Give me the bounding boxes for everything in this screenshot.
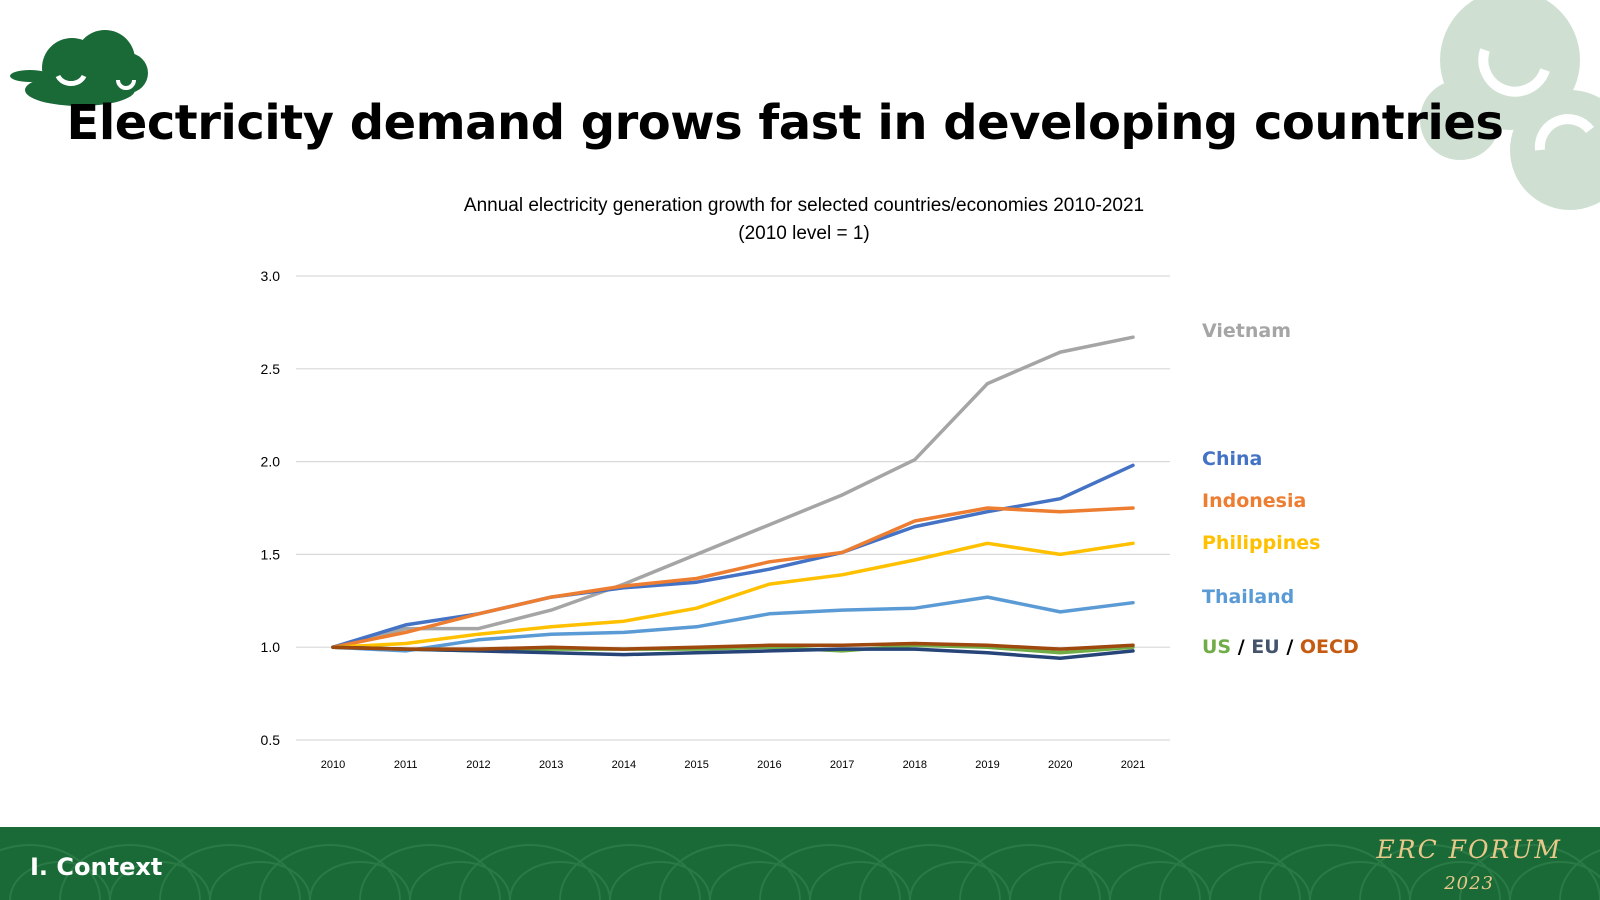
slide-title: Electricity demand grows fast in develop… bbox=[66, 95, 1504, 151]
wave-pattern-icon bbox=[0, 844, 1600, 900]
x-tick-label: 2017 bbox=[830, 759, 854, 771]
series-line-thailand bbox=[331, 595, 1135, 653]
series-line-vietnam bbox=[331, 335, 1135, 649]
x-tick-label: 2021 bbox=[1121, 759, 1145, 771]
legend-thailand: Thailand bbox=[1202, 586, 1295, 608]
chart-subtitle: (2010 level = 1) bbox=[738, 223, 870, 244]
legend-indonesia: Indonesia bbox=[1202, 490, 1307, 512]
forum-year: 2023 bbox=[1444, 873, 1494, 894]
series-line-philippines bbox=[331, 541, 1135, 649]
x-tick-label: 2019 bbox=[975, 759, 999, 771]
legend-oecd: OECD bbox=[1299, 636, 1359, 658]
y-tick-label: 1.5 bbox=[261, 546, 281, 562]
x-tick-label: 2018 bbox=[903, 759, 927, 771]
legend-eu: EU bbox=[1251, 636, 1280, 658]
legend-vietnam: Vietnam bbox=[1202, 320, 1291, 342]
section-label: I. Context bbox=[30, 853, 163, 881]
legend-philippines: Philippines bbox=[1202, 532, 1321, 554]
x-tick-label: 2020 bbox=[1048, 759, 1072, 771]
y-tick-label: 0.5 bbox=[261, 732, 281, 748]
x-tick-label: 2016 bbox=[757, 759, 781, 771]
legend-us-eu-oecd: US / EU / OECD bbox=[1202, 636, 1359, 658]
legend-separator: / bbox=[1279, 636, 1300, 658]
x-tick-label: 2015 bbox=[684, 759, 708, 771]
x-tick-label: 2010 bbox=[321, 759, 345, 771]
series-line-oecd bbox=[331, 641, 1135, 651]
footer-bar: I. Context ERC FORUM 2023 bbox=[0, 827, 1600, 900]
legend-separator: / bbox=[1231, 636, 1252, 658]
x-tick-label: 2011 bbox=[394, 759, 418, 771]
series-line-indonesia bbox=[331, 506, 1135, 649]
x-tick-label: 2012 bbox=[466, 759, 490, 771]
decorative-cloud-icon bbox=[1420, 0, 1600, 210]
forum-brand: ERC FORUM bbox=[1376, 835, 1562, 864]
x-tick-label: 2014 bbox=[612, 759, 636, 771]
legend-us: US bbox=[1202, 636, 1232, 658]
legend-china: China bbox=[1202, 448, 1263, 470]
chart-title: Annual electricity generation growth for… bbox=[464, 195, 1144, 216]
y-tick-label: 2.5 bbox=[261, 361, 281, 377]
y-tick-label: 2.0 bbox=[261, 454, 281, 470]
x-tick-label: 2013 bbox=[539, 759, 563, 771]
y-tick-label: 1.0 bbox=[261, 639, 281, 655]
cloud-logo-icon bbox=[10, 30, 148, 106]
y-tick-label: 3.0 bbox=[261, 268, 281, 284]
